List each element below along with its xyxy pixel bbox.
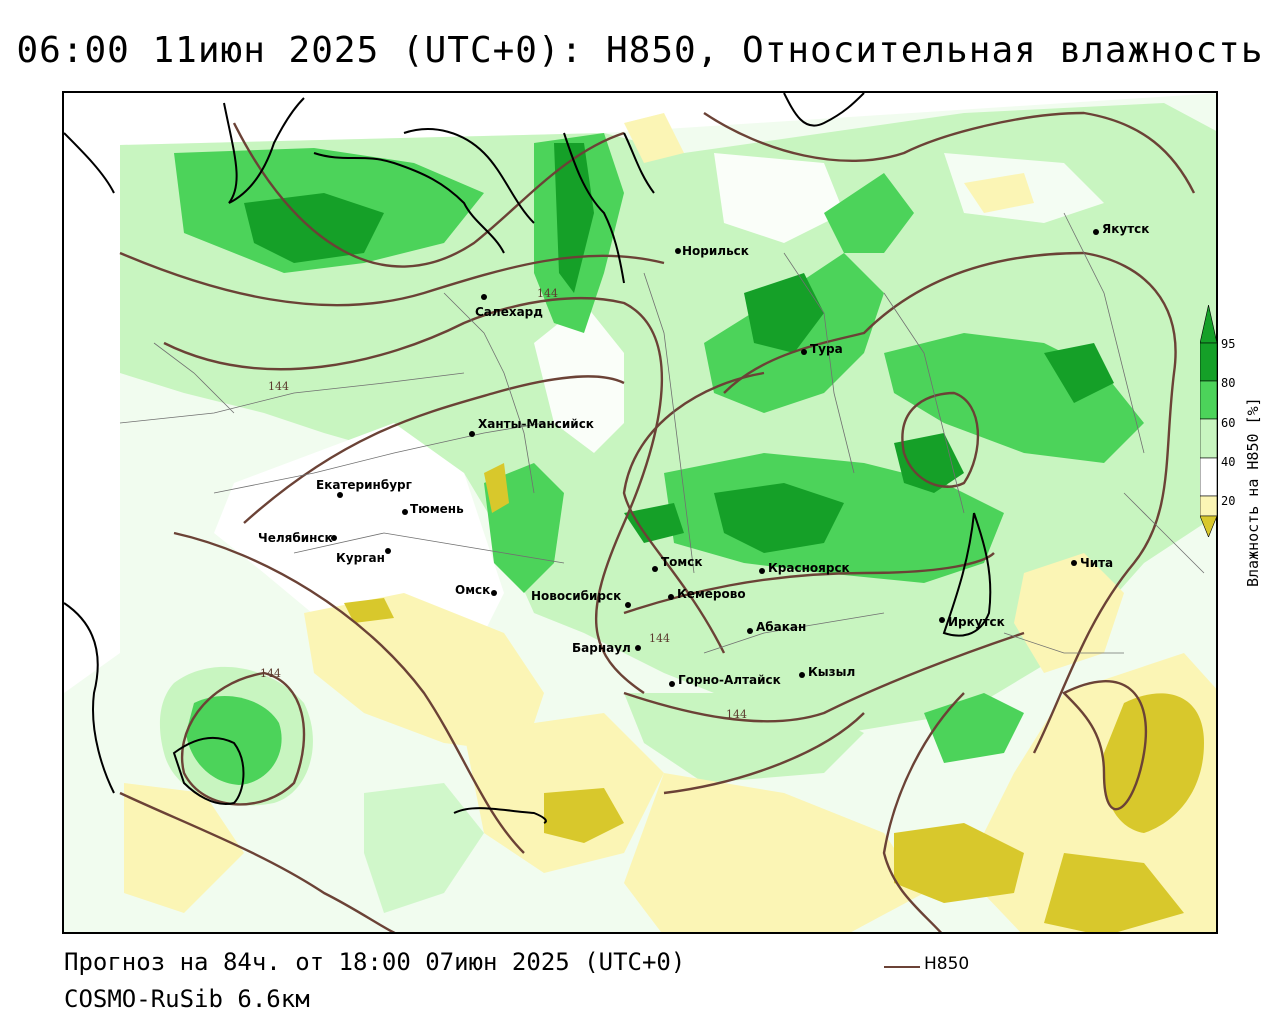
city-tura[interactable]: Тура	[801, 342, 843, 356]
saturated-regions	[244, 143, 1114, 553]
map-title: 06:00 11июн 2025 (UTC+0): H850, Относите…	[16, 30, 1264, 71]
colorbar-segment-60	[1200, 418, 1217, 459]
colorbar-top-arrow	[1200, 305, 1217, 344]
cities: Салехард Норильск Якутск Тура Ханты-Манс…	[258, 222, 1149, 687]
contour-label: 144	[268, 380, 289, 393]
city-krasnoyarsk[interactable]: Красноярск	[759, 561, 850, 575]
colorbar-bottom-arrow	[1200, 515, 1217, 537]
city-kyzyl[interactable]: Кызыл	[799, 665, 855, 679]
colorbar-segment-20	[1200, 495, 1217, 517]
forecast-info: Прогноз на 84ч. от 18:00 07июн 2025 (UTC…	[64, 948, 686, 976]
contour-labels: 144 144 144 144 144	[260, 287, 747, 721]
svg-text:Иркутск: Иркутск	[948, 615, 1005, 629]
coastlines	[64, 93, 992, 824]
svg-text:Норильск: Норильск	[682, 244, 749, 258]
svg-text:Барнаул: Барнаул	[572, 641, 631, 655]
contour-label: 144	[726, 708, 747, 721]
svg-text:Тура: Тура	[810, 342, 843, 356]
city-tyumen[interactable]: Тюмень	[402, 502, 464, 516]
svg-text:Якутск: Якутск	[1102, 222, 1149, 236]
contour-legend-line	[884, 966, 920, 968]
svg-text:Красноярск: Красноярск	[768, 561, 850, 575]
svg-text:Томск: Томск	[661, 555, 703, 569]
city-tomsk[interactable]: Томск	[652, 555, 703, 572]
contour-label: 144	[649, 632, 670, 645]
city-salekhard[interactable]: Салехард	[475, 294, 543, 319]
colorbar-segment-40	[1200, 457, 1217, 497]
colorbar-tick: 20	[1221, 494, 1236, 508]
city-novosibirsk[interactable]: Новосибирск	[531, 589, 631, 608]
svg-text:Тюмень: Тюмень	[410, 502, 464, 516]
city-khanty-mansiysk[interactable]: Ханты-Мансийск	[469, 417, 594, 437]
colorbar-tick: 40	[1221, 455, 1236, 469]
city-kurgan[interactable]: Курган	[336, 548, 391, 565]
city-abakan[interactable]: Абакан	[747, 620, 806, 634]
city-omsk[interactable]: Омск	[455, 583, 497, 597]
svg-text:Салехард: Салехард	[475, 305, 543, 319]
humidity-map: 144 144 144 144 144	[64, 93, 1216, 932]
model-name: COSMO-RuSib 6.6км	[64, 985, 310, 1013]
h850-contours	[119, 111, 1196, 932]
city-irkutsk[interactable]: Иркутск	[939, 615, 1005, 629]
svg-text:Омск: Омск	[455, 583, 490, 597]
city-gorno-altaysk[interactable]: Горно-Алтайск	[669, 673, 781, 687]
colorbar-segment-80	[1200, 380, 1217, 420]
city-norilsk[interactable]: Норильск	[675, 244, 749, 258]
svg-text:Абакан: Абакан	[756, 620, 806, 634]
city-kemerovo[interactable]: Кемерово	[668, 587, 746, 601]
svg-text:Екатеринбург: Екатеринбург	[316, 478, 412, 492]
city-barnaul[interactable]: Барнаул	[572, 641, 641, 655]
city-yekaterinburg[interactable]: Екатеринбург	[316, 478, 412, 498]
svg-text:Кемерово: Кемерово	[677, 587, 746, 601]
svg-text:Челябинск: Челябинск	[258, 531, 333, 545]
colorbar-tick: 60	[1221, 416, 1236, 430]
svg-text:Кызыл: Кызыл	[808, 665, 855, 679]
colorbar-title: Влажность на H850 [%]	[1244, 397, 1262, 587]
contour-legend-label: H850	[924, 954, 970, 974]
svg-text:Новосибирск: Новосибирск	[531, 589, 621, 603]
svg-text:Ханты-Мансийск: Ханты-Мансийск	[478, 417, 594, 431]
colorbar-tick: 80	[1221, 376, 1236, 390]
city-chelyabinsk[interactable]: Челябинск	[258, 531, 337, 545]
colorbar-segment-95	[1200, 342, 1217, 382]
city-yakutsk[interactable]: Якутск	[1093, 222, 1149, 236]
contour-label: 144	[260, 667, 281, 680]
contour-label: 144	[537, 287, 558, 300]
colorbar-tick: 95	[1221, 337, 1236, 351]
svg-text:Чита: Чита	[1080, 556, 1113, 570]
svg-text:Курган: Курган	[336, 551, 385, 565]
city-chita[interactable]: Чита	[1071, 556, 1113, 570]
svg-text:Горно-Алтайск: Горно-Алтайск	[678, 673, 781, 687]
very-dry-regions	[344, 463, 1204, 932]
humidity-colorbar	[1200, 305, 1217, 537]
map-panel[interactable]: 144 144 144 144 144	[62, 91, 1218, 934]
admin-borders	[119, 212, 1205, 654]
